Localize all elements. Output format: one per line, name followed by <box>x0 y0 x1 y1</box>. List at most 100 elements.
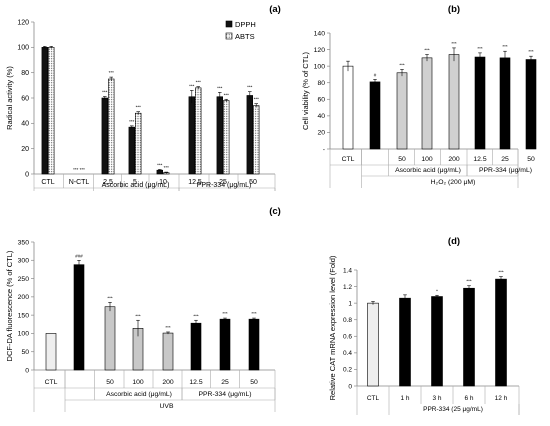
y-tick-label: 1.2 <box>343 284 352 291</box>
panel-a: (a) 0 20 40 60 80 100 120 Radical activity (%) **… <box>5 4 281 191</box>
category-5-significance: *** <box>477 46 483 51</box>
x-tick-label: 200 <box>162 379 174 386</box>
y-tick-label: 0.2 <box>343 367 352 374</box>
series-0-bar <box>41 47 49 175</box>
category-7-significance: *** <box>251 311 257 316</box>
panel-b: (b) - 20 40 60 80 100 120 140 Cell viability (% o… <box>301 4 537 188</box>
series-0-significance: *** <box>73 167 79 172</box>
y-tick-label: 40 <box>317 113 325 120</box>
series-1-bar <box>223 100 230 175</box>
x-tick-label: CTL <box>45 379 58 386</box>
category-3-significance: *** <box>424 48 430 53</box>
category-2-significance: * <box>436 288 438 293</box>
series-0-significance: *** <box>157 162 163 167</box>
category-6-significance: *** <box>222 311 228 316</box>
category-2-bar <box>104 306 116 371</box>
category-1-significance: # <box>374 72 377 77</box>
x-tick-label: 25 <box>221 379 229 386</box>
category-1-significance: ### <box>75 253 83 258</box>
group-label: Ascorbic acid (μg/mL) <box>395 167 461 174</box>
x-tick-label: 100 <box>132 379 144 386</box>
group-label: Ascorbic acid (μg/mL) <box>106 391 172 398</box>
legend-label: ABTS <box>235 32 255 41</box>
y-axis-label: Relative CAT mRNA expression level (Fold… <box>328 255 337 400</box>
condition-label: H₂O₂ (200 μM) <box>431 179 476 186</box>
category-4-significance: *** <box>165 325 171 330</box>
y-tick-label: 300 <box>18 258 30 265</box>
group-label: PPR-334 (25 μg/mL) <box>423 406 483 413</box>
group-label: PPR-334 (μg/mL) <box>479 167 532 174</box>
series-1-significance: *** <box>136 105 142 110</box>
category-4-bar <box>162 332 174 371</box>
y-tick-label: 0.8 <box>343 317 352 324</box>
y-tick-label: 120 <box>17 19 29 26</box>
x-tick-label: 50 <box>527 156 535 163</box>
category-6-bar <box>219 318 231 371</box>
series-1-bar <box>108 78 115 175</box>
x-tick-label: 50 <box>106 379 114 386</box>
y-tick-label: 60 <box>317 97 325 104</box>
x-tick-label: CTL <box>41 179 54 186</box>
category-4-significance: *** <box>451 41 457 46</box>
series-0-bar <box>188 96 195 175</box>
category-7-bar <box>525 59 537 150</box>
category-3-significance: *** <box>135 313 141 318</box>
category-4-bar <box>448 54 460 150</box>
y-tick-label: 0 <box>25 367 29 374</box>
y-tick-label: 250 <box>18 276 30 283</box>
x-tick-label: 50 <box>250 379 258 386</box>
y-axis-label: DCF-DA fluorescence (% of CTL) <box>5 250 14 361</box>
group-label: PPR-334 (μg/mL) <box>197 182 252 189</box>
y-tick-label: 0 <box>25 171 29 178</box>
y-tick-label: - <box>323 146 325 153</box>
series-1-significance: *** <box>80 167 86 172</box>
category-1-bar <box>73 264 85 371</box>
y-tick-label: 140 <box>314 30 326 37</box>
series-1-significance: *** <box>164 165 170 170</box>
series-0-significance: *** <box>247 85 253 90</box>
category-2-significance: *** <box>399 62 405 67</box>
series-1-bar <box>47 47 55 175</box>
category-2-significance: *** <box>107 295 113 300</box>
y-tick-label: 80 <box>21 70 29 77</box>
y-tick-label: 120 <box>314 47 326 54</box>
y-tick-label: 100 <box>18 331 30 338</box>
x-tick-label: 12 h <box>495 395 508 402</box>
group-label: Ascorbic acid (μg/mL) <box>102 182 170 189</box>
x-tick-label: 12.5 <box>188 179 202 186</box>
category-2-bar <box>396 72 408 150</box>
y-tick-label: 350 <box>18 239 30 246</box>
panel-label: (a) <box>269 4 281 15</box>
category-5-bar <box>474 56 486 150</box>
category-5-bar <box>190 322 202 371</box>
legend-label: DPPH <box>235 20 256 29</box>
category-0-bar <box>342 65 354 150</box>
x-tick-label: 25 <box>501 156 509 163</box>
panel-c: (c) 0 50 100 150 200 250 300 350 DCF-DA fluoresce… <box>5 206 281 412</box>
x-tick-label: 200 <box>448 156 460 163</box>
category-7-bar <box>248 318 260 371</box>
x-tick-label: 1 h <box>400 395 409 402</box>
series-0-bar <box>246 95 253 175</box>
y-axis-label: Cell viability (% of CTL) <box>301 52 310 130</box>
x-tick-label: 25 <box>219 179 227 186</box>
x-tick-label: 2.5 <box>103 179 113 186</box>
x-tick-label: 10 <box>159 179 167 186</box>
y-tick-label: 200 <box>18 294 30 301</box>
series-1-significance: *** <box>196 80 202 85</box>
y-tick-label: 1.4 <box>343 267 352 274</box>
x-tick-label: CTL <box>342 156 355 163</box>
y-tick-label: 100 <box>17 45 29 52</box>
category-6-bar <box>499 57 511 150</box>
x-tick-label: N-CTL <box>69 179 90 186</box>
x-tick-label: 50 <box>398 156 406 163</box>
x-tick-label: 3 h <box>432 395 441 402</box>
series-0-bar <box>128 126 135 175</box>
legend-swatch <box>225 20 233 28</box>
x-tick-label: CTL <box>367 395 380 402</box>
y-axis-label: Radical activity (%) <box>5 66 14 130</box>
series-0-significance: *** <box>129 119 135 124</box>
panel-label: (c) <box>269 206 281 217</box>
series-1-significance: *** <box>254 97 260 102</box>
category-6-significance: *** <box>502 44 508 49</box>
